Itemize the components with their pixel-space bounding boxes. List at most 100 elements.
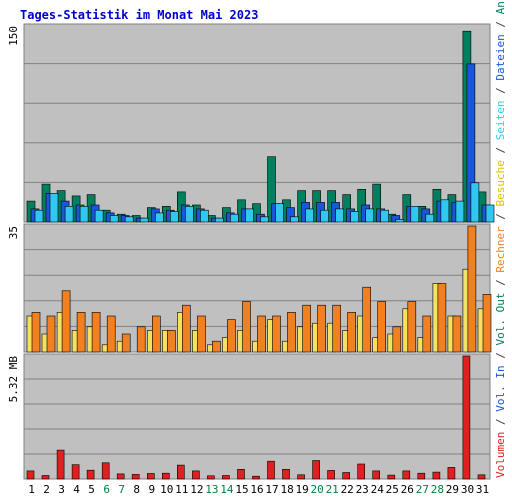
bar-seiten-day-19 <box>305 208 314 223</box>
bar-rechner-day-7 <box>121 333 131 353</box>
bar-volumen-day-30 <box>462 355 471 480</box>
x-tick-label: 12 <box>190 483 203 496</box>
x-tick-label: 3 <box>58 483 65 496</box>
x-tick-label: 24 <box>371 483 385 496</box>
x-tick-label: 20 <box>310 483 323 496</box>
x-tick-label: 10 <box>160 483 173 496</box>
bar-seiten-day-7 <box>124 216 134 223</box>
bar-volumen-day-25 <box>387 474 396 480</box>
bar-rechner-day-10 <box>167 330 176 353</box>
chart-panels <box>23 23 495 480</box>
bar-seiten-day-2 <box>49 193 59 223</box>
bar-seiten-day-5 <box>94 209 104 223</box>
bar-seiten-day-12 <box>200 209 209 223</box>
x-tick-label: 15 <box>235 483 248 496</box>
x-tick-label: 18 <box>280 483 293 496</box>
x-tick-label: 19 <box>295 483 308 496</box>
legend-entry: Vol. Out <box>494 293 507 346</box>
bar-rechner-day-20 <box>317 304 326 353</box>
x-tick-label: 1 <box>28 483 35 496</box>
bar-rechner-day-25 <box>392 326 402 353</box>
bar-seiten-day-16 <box>260 216 269 223</box>
bar-volumen-day-21 <box>327 470 335 480</box>
bar-rechner-day-19 <box>302 304 311 353</box>
bar-volumen-day-6 <box>101 462 110 480</box>
bar-rechner-day-13 <box>212 340 221 353</box>
bar-rechner-day-30 <box>467 225 477 353</box>
bar-rechner-day-11 <box>182 304 191 353</box>
bar-volumen-day-8 <box>131 474 140 480</box>
series-rechner <box>31 225 492 353</box>
bar-seiten-day-20 <box>320 209 329 223</box>
bar-volumen-day-16 <box>252 475 260 480</box>
bar-volumen-day-12 <box>192 470 200 480</box>
bar-rechner-day-4 <box>76 312 86 353</box>
bar-seiten-day-8 <box>139 217 149 223</box>
legend-entry: Besuche <box>494 160 507 206</box>
scale-labels: 150 35 5.32 MB <box>7 26 20 402</box>
x-tick-label: 11 <box>175 483 188 496</box>
x-tick-label: 7 <box>118 483 125 496</box>
bar-volumen-day-1 <box>26 470 35 480</box>
bar-seiten-day-31 <box>485 204 495 223</box>
legend-entry: / <box>494 412 507 432</box>
bar-volumen-day-23 <box>357 463 366 480</box>
bar-volumen-day-29 <box>447 467 456 480</box>
x-tick-label: 8 <box>133 483 140 496</box>
scale-label-bottom: 5.32 MB <box>7 356 20 403</box>
bar-seiten-day-29 <box>455 200 465 223</box>
panel-bottom <box>23 353 491 480</box>
bar-seiten-day-6 <box>109 215 119 223</box>
bar-rechner-day-21 <box>332 304 341 353</box>
bar-rechner-day-23 <box>362 286 372 353</box>
bar-rechner-day-29 <box>452 315 462 353</box>
chart-title: Tages-Statistik im Monat Mai 2023 <box>20 8 258 22</box>
bar-rechner-day-31 <box>482 294 492 353</box>
x-tick-label: 26 <box>401 483 414 496</box>
bar-volumen-day-14 <box>222 475 230 480</box>
bar-seiten-day-28 <box>440 199 450 223</box>
x-tick-label: 27 <box>416 483 429 496</box>
bar-volumen-day-24 <box>372 470 381 480</box>
x-tick-label: 4 <box>73 483 80 496</box>
bar-seiten-day-30 <box>470 182 480 223</box>
legend-entry: / <box>494 81 507 101</box>
bar-rechner-day-6 <box>106 315 116 353</box>
legend-entry: Rechner <box>494 226 507 273</box>
bar-rechner-day-1 <box>31 312 41 353</box>
bar-seiten-day-18 <box>290 216 299 223</box>
x-tick-label: 6 <box>103 483 110 496</box>
x-tick-label: 28 <box>431 483 444 496</box>
panel-top <box>23 23 495 223</box>
panel-middle <box>23 223 492 353</box>
legend-entry: / <box>494 140 507 160</box>
x-tick-label: 25 <box>386 483 399 496</box>
bar-seiten-day-9 <box>155 212 164 223</box>
bar-volumen-day-2 <box>41 475 50 480</box>
x-tick-label: 22 <box>341 483 354 496</box>
right-legend: Volumen / Vol. In / Vol. Out / Rechner /… <box>494 0 507 478</box>
series-seiten <box>34 182 495 223</box>
x-tick-label: 5 <box>88 483 95 496</box>
bar-rechner-day-9 <box>152 315 161 353</box>
bar-volumen-day-28 <box>432 471 441 480</box>
bar-rechner-day-22 <box>347 312 357 353</box>
bar-seiten-day-17 <box>275 203 284 223</box>
bar-volumen-day-22 <box>342 472 351 480</box>
bar-rechner-day-8 <box>136 326 146 353</box>
bar-volumen-day-20 <box>312 460 320 480</box>
bar-volumen-day-27 <box>417 472 426 480</box>
x-tick-label: 21 <box>326 483 339 496</box>
series-volumen <box>26 355 486 480</box>
bar-rechner-day-12 <box>197 315 206 353</box>
x-tick-label: 14 <box>220 483 234 496</box>
bar-rechner-day-24 <box>377 301 387 353</box>
bar-volumen-day-10 <box>162 472 170 480</box>
legend-entry: Dateien <box>494 34 507 80</box>
bar-rechner-day-15 <box>242 301 251 353</box>
x-tick-label: 29 <box>446 483 459 496</box>
bar-seiten-day-25 <box>395 219 405 223</box>
bar-volumen-day-5 <box>86 469 95 480</box>
bar-seiten-day-24 <box>380 209 390 223</box>
bar-volumen-day-26 <box>402 470 411 480</box>
